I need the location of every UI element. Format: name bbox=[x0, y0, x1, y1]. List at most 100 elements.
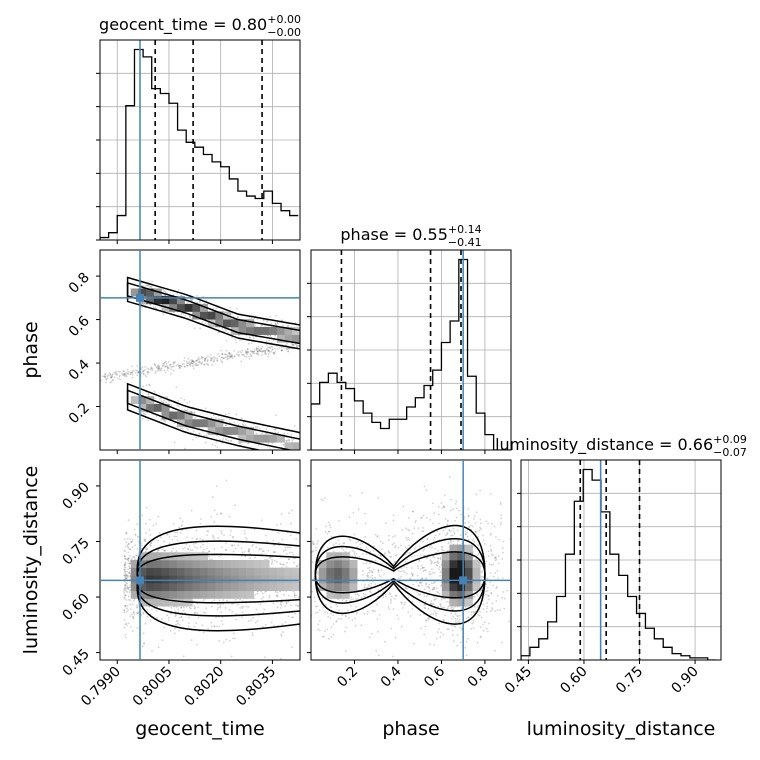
sample-point bbox=[499, 609, 501, 612]
sample-point bbox=[283, 432, 286, 435]
sample-point bbox=[280, 603, 282, 605]
sample-point bbox=[163, 362, 165, 365]
sample-point bbox=[280, 563, 283, 566]
sample-point bbox=[416, 565, 419, 567]
sample-point bbox=[200, 355, 203, 358]
sample-point bbox=[206, 360, 209, 363]
sample-point bbox=[164, 291, 167, 293]
sample-point bbox=[212, 357, 214, 359]
sample-point bbox=[325, 525, 328, 528]
sample-point bbox=[221, 353, 224, 355]
phase-vs-geocent_time-frame bbox=[99, 249, 301, 451]
sample-point bbox=[470, 627, 473, 630]
sample-point bbox=[241, 353, 244, 356]
sample-point bbox=[169, 612, 172, 615]
sample-point bbox=[235, 618, 238, 621]
sample-point bbox=[475, 558, 478, 561]
sample-point bbox=[503, 597, 506, 600]
sample-point bbox=[320, 498, 323, 501]
sample-point bbox=[240, 360, 243, 363]
sample-point bbox=[355, 552, 358, 555]
sample-point bbox=[425, 582, 427, 585]
sample-point bbox=[210, 359, 213, 362]
sample-point bbox=[374, 559, 377, 562]
sample-point bbox=[454, 520, 456, 522]
sample-point bbox=[303, 595, 305, 597]
sample-point bbox=[262, 596, 265, 599]
sample-point bbox=[189, 364, 192, 367]
sample-point bbox=[289, 551, 291, 554]
sample-point bbox=[123, 618, 126, 621]
sample-point bbox=[190, 360, 193, 363]
sample-point bbox=[204, 357, 206, 360]
sample-point bbox=[499, 523, 502, 526]
sample-point bbox=[313, 600, 316, 603]
sample-point bbox=[128, 571, 131, 574]
density-cell bbox=[349, 575, 358, 584]
sample-point bbox=[237, 544, 240, 547]
sample-point bbox=[337, 539, 340, 542]
sample-point bbox=[424, 625, 427, 628]
sample-point bbox=[124, 372, 127, 374]
sample-point bbox=[456, 540, 459, 542]
luminosity_distance-y-tick-label: 0.45 bbox=[59, 646, 92, 679]
sample-point bbox=[318, 620, 321, 622]
sample-point bbox=[280, 635, 283, 637]
sample-point bbox=[280, 349, 283, 352]
sample-point bbox=[164, 371, 167, 374]
sample-point bbox=[427, 586, 430, 588]
density-cell bbox=[138, 552, 147, 561]
sample-point bbox=[188, 616, 191, 619]
density-cell bbox=[341, 575, 350, 584]
density-cell bbox=[341, 590, 350, 599]
sample-point bbox=[374, 533, 377, 536]
sample-point bbox=[224, 607, 227, 609]
sample-point bbox=[280, 349, 283, 352]
sample-point bbox=[230, 355, 232, 358]
sample-point bbox=[515, 529, 517, 531]
sample-point bbox=[201, 361, 203, 364]
sample-point bbox=[440, 502, 443, 504]
sample-point bbox=[125, 374, 128, 376]
luminosity_distance-vs-geocent_time-group bbox=[123, 479, 305, 660]
sample-point bbox=[477, 553, 480, 555]
sample-point bbox=[218, 355, 221, 358]
sample-point bbox=[438, 622, 441, 625]
sample-point bbox=[486, 605, 489, 608]
sample-point bbox=[301, 566, 303, 568]
sample-point bbox=[332, 633, 335, 636]
sample-point bbox=[156, 367, 159, 370]
sample-point bbox=[144, 413, 147, 416]
sample-point bbox=[327, 637, 330, 640]
density-cell bbox=[153, 296, 162, 305]
sample-point bbox=[194, 606, 197, 609]
sample-point bbox=[269, 628, 271, 630]
sample-point bbox=[257, 353, 260, 356]
sample-point bbox=[129, 626, 132, 628]
sample-point bbox=[127, 557, 130, 560]
sample-point bbox=[375, 649, 378, 652]
sample-point bbox=[291, 439, 294, 442]
sample-point bbox=[137, 540, 140, 543]
sample-point bbox=[308, 557, 310, 559]
sample-point bbox=[281, 349, 284, 352]
sample-point bbox=[421, 540, 424, 543]
sample-point bbox=[280, 633, 282, 636]
sample-point bbox=[271, 348, 274, 351]
sample-point bbox=[199, 537, 202, 540]
sample-point bbox=[372, 550, 375, 552]
sample-point bbox=[418, 560, 421, 563]
sample-point bbox=[194, 417, 197, 419]
sample-point bbox=[312, 542, 315, 544]
sample-point bbox=[257, 349, 260, 352]
sample-point bbox=[174, 624, 177, 626]
sample-point bbox=[176, 539, 179, 542]
sample-point bbox=[201, 356, 204, 359]
sample-point bbox=[430, 600, 433, 602]
sample-point bbox=[283, 463, 285, 465]
sample-point bbox=[437, 557, 439, 560]
sample-point bbox=[279, 607, 282, 609]
density-cell bbox=[441, 560, 450, 568]
sample-point bbox=[144, 538, 147, 541]
density-cell bbox=[246, 560, 255, 568]
